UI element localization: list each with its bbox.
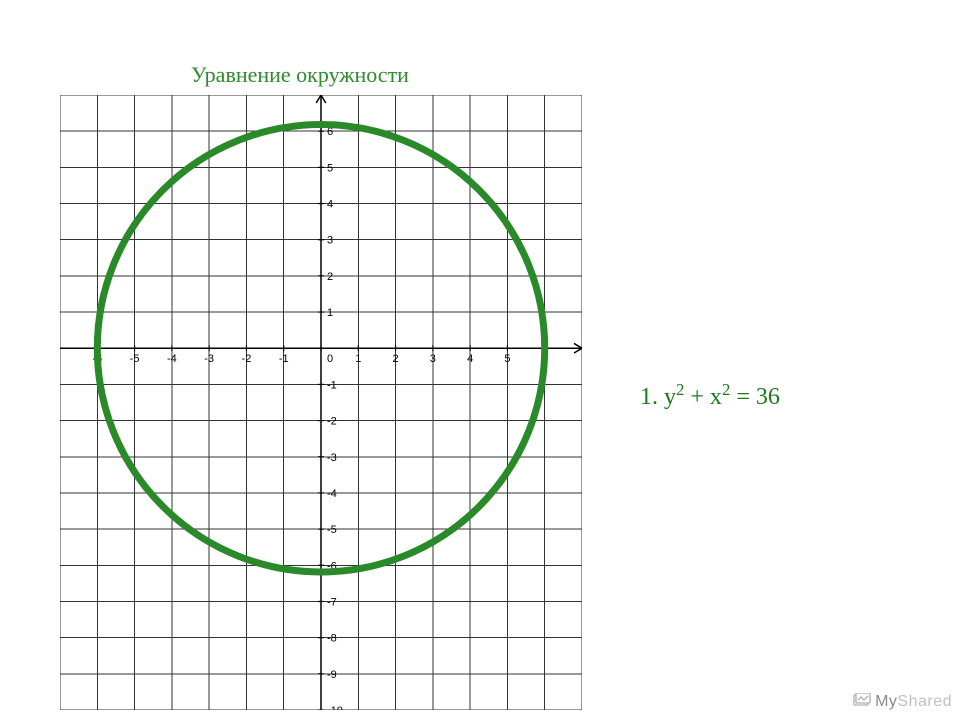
svg-text:-2: -2	[242, 353, 252, 365]
watermark: MyShared	[853, 693, 952, 714]
watermark-bold: My	[875, 693, 897, 710]
svg-text:-4: -4	[327, 488, 337, 500]
svg-text:-3: -3	[204, 353, 214, 365]
coordinate-grid-chart: 654321-1-2-3-4-5-6-7-8-9-10-6-5-4-3-2-10…	[60, 95, 582, 710]
svg-text:-7: -7	[327, 596, 337, 608]
svg-text:-2: -2	[327, 416, 337, 428]
svg-text:-3: -3	[327, 452, 337, 464]
svg-text:1: 1	[355, 353, 361, 365]
slides-icon	[853, 693, 871, 714]
svg-text:-4: -4	[167, 353, 177, 365]
svg-text:-8: -8	[327, 633, 337, 645]
svg-text:-5: -5	[130, 353, 140, 365]
svg-text:-10: -10	[327, 705, 343, 710]
svg-text:4: 4	[467, 353, 473, 365]
svg-text:5: 5	[504, 353, 510, 365]
page-title: Уравнение окружности	[0, 62, 600, 88]
svg-text:2: 2	[327, 271, 333, 283]
svg-text:1: 1	[327, 307, 333, 319]
svg-text:3: 3	[327, 235, 333, 247]
svg-text:3: 3	[430, 353, 436, 365]
svg-text:0: 0	[327, 353, 333, 365]
svg-text:-1: -1	[327, 379, 337, 391]
svg-text:2: 2	[393, 353, 399, 365]
svg-text:-9: -9	[327, 669, 337, 681]
svg-text:-5: -5	[327, 524, 337, 536]
svg-text:-1: -1	[279, 353, 289, 365]
svg-text:5: 5	[327, 162, 333, 174]
svg-text:4: 4	[327, 199, 333, 211]
equation-text: 1. y2 + x2 = 36	[640, 380, 780, 411]
watermark-light: Shared	[897, 693, 952, 710]
